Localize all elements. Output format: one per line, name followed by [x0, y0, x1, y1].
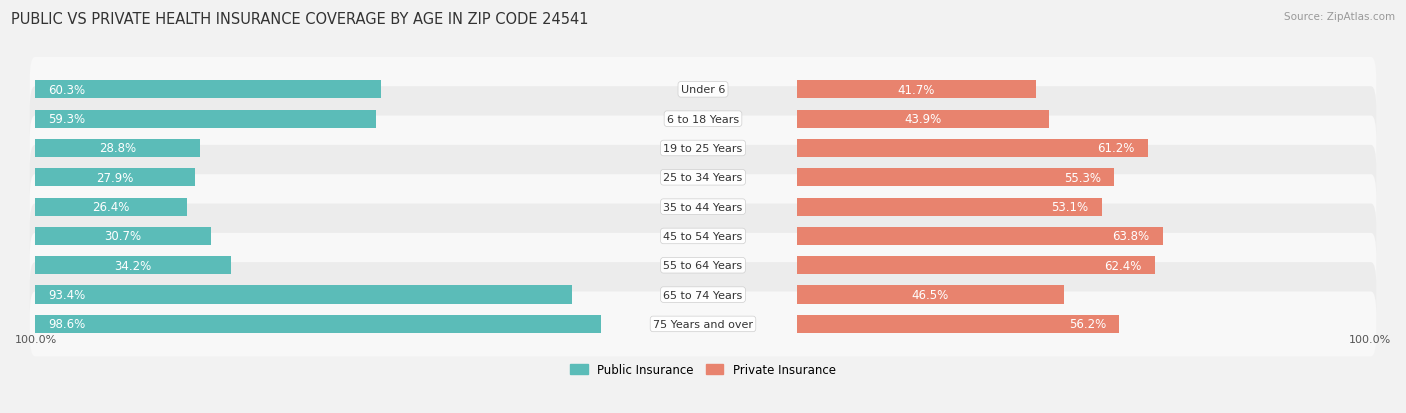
Text: 98.6%: 98.6%: [48, 318, 86, 331]
FancyBboxPatch shape: [30, 263, 1376, 327]
Text: 30.7%: 30.7%: [104, 230, 142, 243]
Text: 53.1%: 53.1%: [1052, 201, 1088, 214]
Text: 55.3%: 55.3%: [1064, 171, 1101, 184]
Text: 26.4%: 26.4%: [93, 201, 129, 214]
FancyBboxPatch shape: [30, 58, 1376, 123]
Text: 55 to 64 Years: 55 to 64 Years: [664, 261, 742, 271]
Text: 100.0%: 100.0%: [15, 334, 58, 344]
Bar: [35, 286, 572, 304]
Text: 27.9%: 27.9%: [97, 171, 134, 184]
FancyBboxPatch shape: [30, 116, 1376, 181]
Text: 34.2%: 34.2%: [115, 259, 152, 272]
FancyBboxPatch shape: [30, 145, 1376, 210]
Legend: Public Insurance, Private Insurance: Public Insurance, Private Insurance: [571, 363, 835, 376]
Text: 45 to 54 Years: 45 to 54 Years: [664, 231, 742, 241]
Bar: [797, 140, 1149, 158]
Text: 61.2%: 61.2%: [1097, 142, 1135, 155]
Text: Source: ZipAtlas.com: Source: ZipAtlas.com: [1284, 12, 1395, 22]
Text: Under 6: Under 6: [681, 85, 725, 95]
Bar: [797, 256, 1154, 275]
Text: 63.8%: 63.8%: [1112, 230, 1150, 243]
Text: 41.7%: 41.7%: [897, 84, 935, 97]
Text: 25 to 34 Years: 25 to 34 Years: [664, 173, 742, 183]
Text: 35 to 44 Years: 35 to 44 Years: [664, 202, 742, 212]
Text: 100.0%: 100.0%: [1348, 334, 1391, 344]
FancyBboxPatch shape: [30, 292, 1376, 356]
Text: 19 to 25 Years: 19 to 25 Years: [664, 144, 742, 154]
Bar: [797, 169, 1114, 187]
Text: 65 to 74 Years: 65 to 74 Years: [664, 290, 742, 300]
Bar: [35, 198, 187, 216]
Bar: [797, 81, 1036, 99]
Text: 60.3%: 60.3%: [48, 84, 86, 97]
Text: 59.3%: 59.3%: [48, 113, 86, 126]
Bar: [797, 315, 1119, 333]
FancyBboxPatch shape: [30, 175, 1376, 240]
Bar: [35, 110, 375, 128]
Bar: [797, 286, 1063, 304]
Text: 56.2%: 56.2%: [1069, 318, 1107, 331]
FancyBboxPatch shape: [30, 87, 1376, 152]
FancyBboxPatch shape: [30, 204, 1376, 269]
Bar: [35, 227, 211, 245]
Text: PUBLIC VS PRIVATE HEALTH INSURANCE COVERAGE BY AGE IN ZIP CODE 24541: PUBLIC VS PRIVATE HEALTH INSURANCE COVER…: [11, 12, 589, 27]
Text: 43.9%: 43.9%: [904, 113, 941, 126]
Text: 6 to 18 Years: 6 to 18 Years: [666, 114, 740, 124]
Bar: [797, 110, 1049, 128]
Bar: [35, 315, 602, 333]
Text: 93.4%: 93.4%: [48, 288, 86, 301]
Text: 75 Years and over: 75 Years and over: [652, 319, 754, 329]
FancyBboxPatch shape: [30, 233, 1376, 298]
Bar: [35, 81, 381, 99]
Bar: [35, 140, 201, 158]
Text: 28.8%: 28.8%: [100, 142, 136, 155]
Text: 62.4%: 62.4%: [1104, 259, 1142, 272]
Bar: [797, 198, 1101, 216]
Text: 46.5%: 46.5%: [911, 288, 949, 301]
Bar: [35, 169, 195, 187]
Bar: [797, 227, 1163, 245]
Bar: [35, 256, 232, 275]
